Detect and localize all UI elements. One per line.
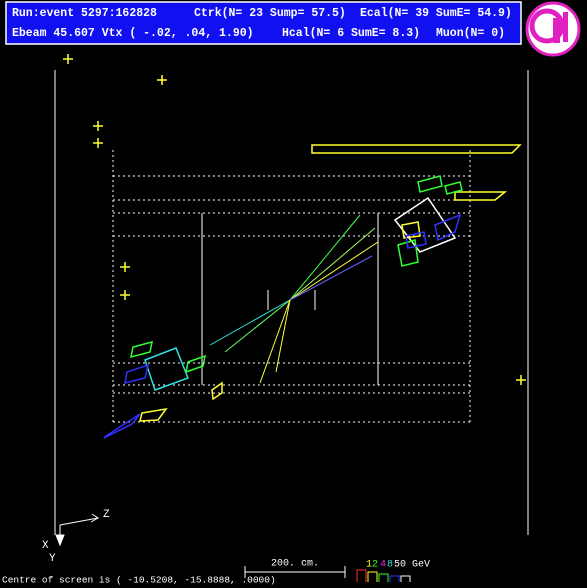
scale-bar <box>244 566 346 578</box>
tracks-line <box>289 241 379 301</box>
axis-z: Z <box>103 509 110 521</box>
tracks-line <box>289 255 373 301</box>
ecal: Ecal(N= 39 SumE= 54.9) <box>360 7 512 20</box>
clusters-path <box>417 175 443 193</box>
clusters-path <box>144 347 189 391</box>
clusters-path <box>185 354 206 374</box>
clusters-path <box>130 340 153 359</box>
logo-rect <box>553 18 560 43</box>
tracks-line <box>289 214 361 301</box>
tracks-line <box>209 299 291 346</box>
energy-4: 4 <box>380 560 386 571</box>
tracks <box>209 214 379 384</box>
hcal: Hcal(N= 6 SumE= 8.3) <box>282 27 420 40</box>
tracks-line <box>224 299 291 353</box>
energy-8: 8 <box>387 560 393 571</box>
energy-legend-path <box>389 575 400 582</box>
energy-legend <box>356 569 411 582</box>
clusters-path <box>454 191 508 201</box>
axis-y: Y <box>49 553 56 565</box>
energy-legend-path <box>356 569 367 582</box>
ctrk: Ctrk(N= 23 Sump= 57.5) <box>194 7 346 20</box>
axes-symbol <box>55 513 99 547</box>
clusters <box>103 144 522 439</box>
axes-symbol-line <box>59 517 99 526</box>
footer: Centre of screen is ( -10.5208, -15.8888… <box>2 575 276 586</box>
tracks-line <box>289 227 376 301</box>
axes-symbol-path <box>55 534 65 547</box>
clusters-path <box>444 181 463 195</box>
header-box <box>5 1 522 45</box>
energy-legend-path <box>378 573 389 582</box>
clusters-path <box>124 363 150 385</box>
logo <box>525 1 581 57</box>
energy-50: 50 GeV <box>394 560 430 571</box>
clusters-path <box>103 413 141 439</box>
axis-x: X <box>42 540 49 552</box>
energy-legend-path <box>400 575 411 582</box>
clusters-path <box>434 213 462 242</box>
ebeam: Ebeam 45.607 Vtx ( -.02, .04, 1.90) <box>12 27 254 40</box>
scale-label: 200. cm. <box>271 559 319 570</box>
clusters-path <box>405 231 427 249</box>
clusters-path <box>311 144 522 154</box>
energy-legend-path <box>367 571 378 582</box>
run-event: Run:event 5297:162828 <box>12 7 157 20</box>
tracks-line <box>275 299 291 373</box>
logo-rect <box>563 12 568 42</box>
clusters-path <box>139 407 168 422</box>
header: Run:event 5297:162828 Ctrk(N= 23 Sump= 5… <box>5 1 522 45</box>
energy-2: 2 <box>372 560 378 571</box>
clusters-path <box>211 381 223 401</box>
clusters-path <box>397 239 419 267</box>
detector <box>54 70 529 535</box>
tracks-line <box>259 299 291 384</box>
markers-path <box>63 54 526 385</box>
axes-symbol-path <box>90 513 99 523</box>
energy-1: 1 <box>366 560 372 571</box>
logo-circle <box>529 8 565 44</box>
clusters-path <box>401 221 421 239</box>
markers <box>63 54 526 385</box>
muon: Muon(N= 0) <box>436 27 505 40</box>
